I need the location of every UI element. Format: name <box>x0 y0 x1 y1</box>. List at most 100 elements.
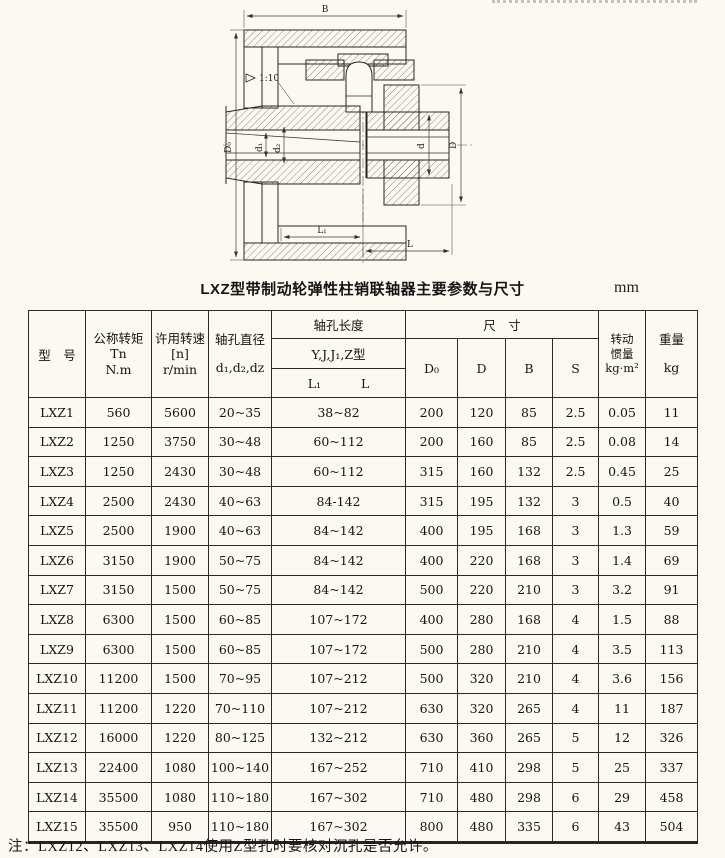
parameter-table-wrap: 型 号 公称转矩Tn N.m 许用转速 [n] r/min 轴孔直径 d₁,d₂… <box>28 310 699 844</box>
table-cell: 107~212 <box>271 692 406 724</box>
table-cell: LXZ10 <box>28 663 86 694</box>
coupling-section-drawing: 1:10 B D₀ d₁ d₂ d D <box>222 0 480 273</box>
table-cell: 4 <box>551 692 600 724</box>
table-cell: 35500 <box>85 811 152 843</box>
taper-symbol-icon <box>245 73 256 83</box>
table-cell: 11 <box>598 692 647 724</box>
table-cell: LXZ3 <box>28 456 86 487</box>
table-cell: 200 <box>405 426 458 458</box>
table-cell: 11200 <box>85 663 152 694</box>
table-row: LXZ2 1250 3750 30~48 60~112 200 160 85 2.5 0.08 14 <box>28 426 699 458</box>
table-cell: 25 <box>645 456 699 487</box>
table-cell: 6300 <box>85 633 152 665</box>
table-cell: 335 <box>505 811 553 843</box>
table-cell: 187 <box>645 692 699 724</box>
table-cell: 6 <box>551 811 600 843</box>
table-cell: 100~140 <box>208 752 272 783</box>
table-cell: 22400 <box>85 752 152 783</box>
parameter-table: 型 号 公称转矩Tn N.m 许用转速 [n] r/min 轴孔直径 d₁,d₂… <box>28 310 699 844</box>
dim-d: d <box>417 111 435 179</box>
table-cell: 315 <box>405 456 458 487</box>
table-cell: 630 <box>405 722 458 754</box>
coupling-drawing-svg: 1:10 B D₀ d₁ d₂ d D <box>223 5 475 264</box>
table-cell: 35500 <box>85 781 152 813</box>
taper-callout: 1:10 <box>245 73 295 105</box>
table-cell: 480 <box>457 781 506 813</box>
table-cell: 1080 <box>151 752 209 783</box>
table-cell: 360 <box>457 722 506 754</box>
table-cell: 1500 <box>151 663 209 694</box>
table-cell: 14 <box>645 426 699 458</box>
table-cell: 2500 <box>85 515 152 546</box>
table-cell: 80~125 <box>208 722 272 754</box>
table-cell: 1.4 <box>598 544 647 576</box>
table-cell: 107~212 <box>271 663 406 694</box>
dim-label-b: B <box>322 5 329 15</box>
table-cell: 3 <box>551 515 600 546</box>
table-cell: 1.5 <box>598 604 647 635</box>
table-cell: 480 <box>457 811 506 843</box>
dim-d2: d₂ <box>273 126 286 164</box>
table-cell: 11 <box>645 397 699 428</box>
table-row: LXZ4 2500 2430 40~63 84-142 315 195 132 3 0.5 40 <box>28 485 699 517</box>
table-cell: 20~35 <box>208 397 272 428</box>
dim-b: B <box>243 5 407 28</box>
table-cell: 85 <box>505 426 553 458</box>
table-cell: LXZ2 <box>28 426 86 458</box>
table-cell: 110~180 <box>208 811 272 843</box>
table-cell: 298 <box>505 781 553 813</box>
col-header-torque: 公称转矩Tn N.m <box>85 310 152 398</box>
table-cell: 3 <box>551 544 600 576</box>
table-row: LXZ13 22400 1080 100~140 167~252 710 410 298 5 25… <box>28 752 699 783</box>
table-cell: LXZ14 <box>28 781 86 813</box>
dim-label-l1: L₁ <box>317 226 327 236</box>
col-header-weight: 重量 kg <box>645 310 699 398</box>
table-row: LXZ14 35500 1080 110~180 167~302 710 480 298 6 29… <box>28 781 699 813</box>
dim-d1: d₁ <box>255 132 268 158</box>
col-header-size-b: B <box>505 338 553 398</box>
table-cell: 70~95 <box>208 663 272 694</box>
table-row: LXZ7 3150 1500 50~75 84~142 500 220 210 3 3.2 91 <box>28 574 699 606</box>
table-cell: 69 <box>645 544 699 576</box>
table-cell: 800 <box>405 811 458 843</box>
table-cell: 113 <box>645 633 699 665</box>
left-half-coupling <box>225 105 361 185</box>
table-cell: 3 <box>551 574 600 606</box>
table-cell: 16000 <box>85 722 152 754</box>
table-cell: 1500 <box>151 633 209 665</box>
table-cell: 168 <box>505 604 553 635</box>
table-cell: 2.5 <box>551 456 600 487</box>
col-header-l1: L₁ <box>307 375 321 391</box>
right-half-coupling <box>365 84 450 206</box>
table-cell: 2430 <box>151 485 209 517</box>
table-cell: 0.08 <box>598 426 647 458</box>
table-cell: LXZ12 <box>28 722 86 754</box>
table-cell: 4 <box>551 604 600 635</box>
table-cell: 560 <box>85 397 152 428</box>
col-header-size-s: S <box>551 338 600 398</box>
table-cell: 1.3 <box>598 515 647 546</box>
col-header-inertia: 转动 惯量 kg·m² <box>598 310 647 398</box>
page-title: LXZ型带制动轮弹性柱销联轴器主要参数与尺寸 <box>200 281 525 298</box>
table-row: LXZ6 3150 1900 50~75 84~142 400 220 168 3 1.4 69 <box>28 544 699 576</box>
table-cell: LXZ15 <box>28 811 86 843</box>
table-cell: 167~302 <box>271 781 406 813</box>
table-cell: 3.5 <box>598 633 647 665</box>
table-cell: 400 <box>405 515 458 546</box>
table-cell: 70~110 <box>208 692 272 724</box>
col-header-length-group: 轴孔长度 <box>271 310 406 339</box>
table-cell: 25 <box>598 752 647 783</box>
table-cell: LXZ7 <box>28 574 86 606</box>
table-cell: 0.5 <box>598 485 647 517</box>
table-cell: 3750 <box>151 426 209 458</box>
table-cell: LXZ8 <box>28 604 86 635</box>
table-cell: LXZ5 <box>28 515 86 546</box>
table-cell: 3.6 <box>598 663 647 694</box>
dim-label-d0: D₀ <box>224 142 234 153</box>
table-cell: LXZ1 <box>28 397 86 428</box>
table-cell: 500 <box>405 663 458 694</box>
table-cell: 400 <box>405 544 458 576</box>
table-cell: 84~142 <box>271 544 406 576</box>
table-cell: 59 <box>645 515 699 546</box>
table-cell: 50~75 <box>208 574 272 606</box>
